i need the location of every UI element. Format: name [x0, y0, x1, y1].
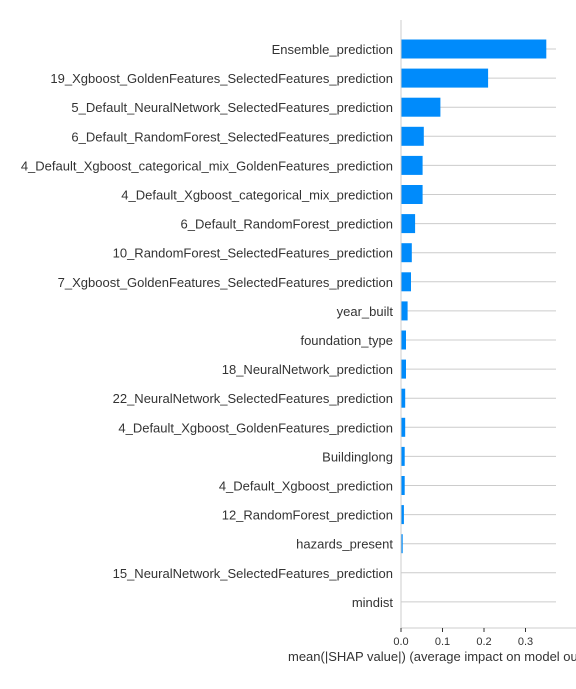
bar [401, 98, 440, 117]
bar [401, 447, 405, 466]
x-tick-label: 0.1 [435, 636, 450, 648]
category-label: 15_NeuralNetwork_SelectedFeatures_predic… [113, 566, 393, 581]
category-label: year_built [337, 304, 394, 319]
bar [401, 185, 423, 204]
category-label: 4_Default_Xgboost_GoldenFeatures_predict… [118, 420, 393, 435]
category-label: mindist [352, 595, 394, 610]
x-tick-label: 0.2 [476, 636, 491, 648]
bar [401, 243, 412, 262]
bar [401, 301, 408, 320]
bar [401, 214, 415, 233]
x-axis-label: mean(|SHAP value|) (average impact on mo… [288, 649, 576, 664]
category-label: 10_RandomForest_SelectedFeatures_predict… [113, 246, 393, 261]
bar [401, 69, 488, 88]
category-label: 12_RandomForest_prediction [222, 508, 393, 523]
category-label: 22_NeuralNetwork_SelectedFeatures_predic… [113, 391, 393, 406]
bar [401, 127, 424, 146]
category-label: Ensemble_prediction [272, 42, 393, 57]
bar [401, 360, 406, 379]
bar [401, 156, 423, 175]
category-label: 6_Default_RandomForest_SelectedFeatures_… [71, 129, 393, 144]
bar [401, 40, 546, 59]
category-label: 4_Default_Xgboost_prediction [219, 479, 393, 494]
x-tick-label: 0.0 [393, 636, 408, 648]
bar [401, 331, 406, 350]
category-label: hazards_present [296, 537, 393, 552]
category-label: 4_Default_Xgboost_categorical_mix_Golden… [21, 158, 393, 173]
category-label: 4_Default_Xgboost_categorical_mix_predic… [121, 188, 393, 203]
bar [401, 272, 411, 291]
category-label: 19_Xgboost_GoldenFeatures_SelectedFeatur… [50, 71, 393, 86]
bar [401, 418, 405, 437]
category-label: 7_Xgboost_GoldenFeatures_SelectedFeature… [58, 275, 393, 290]
category-labels: Ensemble_prediction 19_Xgboost_GoldenFeat… [21, 42, 394, 610]
category-label: 5_Default_NeuralNetwork_SelectedFeatures… [71, 100, 393, 115]
bars [401, 40, 546, 612]
gridlines [401, 49, 556, 602]
bar [401, 389, 405, 408]
category-label: 6_Default_RandomForest_prediction [181, 217, 393, 232]
bar [401, 476, 405, 495]
category-label: Buildinglong [322, 449, 393, 464]
category-label: foundation_type [300, 333, 393, 348]
x-tick-label: 0.3 [518, 636, 533, 648]
category-label: 18_NeuralNetwork_prediction [222, 362, 393, 377]
